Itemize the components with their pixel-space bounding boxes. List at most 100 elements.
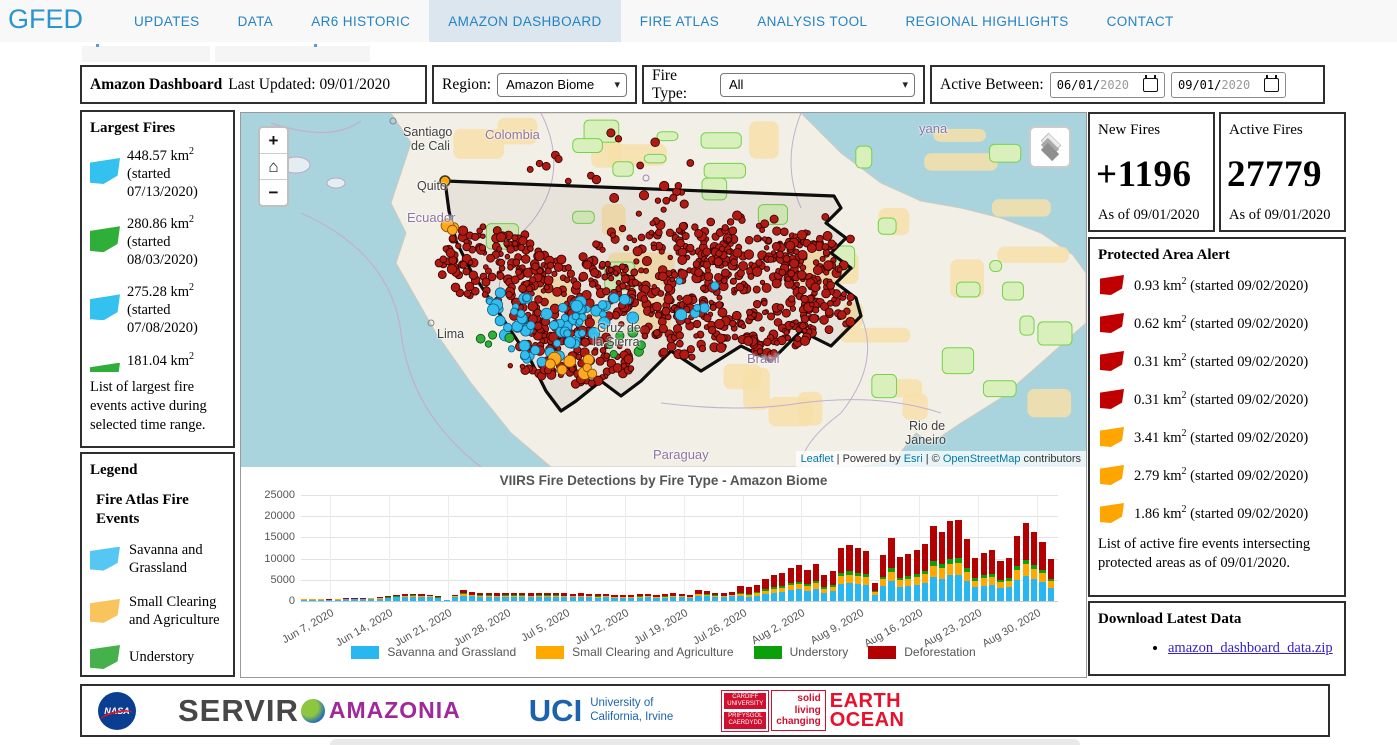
stacked-bar[interactable] — [586, 594, 592, 601]
stacked-bar[interactable] — [922, 544, 928, 601]
stacked-bar[interactable] — [1006, 558, 1012, 601]
stacked-bar[interactable] — [838, 548, 844, 601]
esri-link[interactable]: Esri — [904, 453, 923, 465]
stacked-bar[interactable] — [746, 587, 752, 601]
stacked-bar[interactable] — [301, 599, 307, 601]
stacked-bar[interactable] — [679, 594, 685, 601]
zoom-in-button[interactable]: + — [260, 128, 287, 154]
home-button[interactable]: ⌂ — [260, 154, 287, 180]
stacked-bar[interactable] — [788, 568, 794, 601]
stacked-bar[interactable] — [863, 551, 869, 601]
osm-link[interactable]: OpenStreetMap — [943, 453, 1021, 465]
stacked-bar[interactable] — [570, 594, 576, 601]
leaflet-link[interactable]: Leaflet — [801, 453, 834, 465]
stacked-bar[interactable] — [939, 532, 945, 602]
stacked-bar[interactable] — [754, 585, 760, 601]
stacked-bar[interactable] — [611, 595, 617, 601]
calendar-icon[interactable] — [1264, 78, 1279, 92]
stacked-bar[interactable] — [1023, 523, 1029, 601]
protected-area-list[interactable]: 0.93 km2 (started 09/02/2020)0.62 km2 (s… — [1090, 266, 1344, 529]
stacked-bar[interactable] — [544, 593, 550, 601]
stacked-bar[interactable] — [637, 594, 643, 601]
stacked-bar[interactable] — [469, 592, 475, 601]
fire-event-item[interactable]: 0.31 km2 (started 09/02/2020) — [1090, 380, 1344, 418]
stacked-bar[interactable] — [553, 593, 559, 601]
stacked-bar[interactable] — [444, 600, 450, 601]
nav-item-regional-highlights[interactable]: REGIONAL HIGHLIGHTS — [886, 0, 1087, 42]
stacked-bar[interactable] — [821, 575, 827, 601]
stacked-bar[interactable] — [1031, 532, 1037, 601]
fire-event-item[interactable]: 275.28 km2 (started 07/08/2020) — [82, 275, 233, 343]
fire-event-item[interactable]: 0.62 km2 (started 09/02/2020) — [1090, 304, 1344, 342]
stacked-bar[interactable] — [855, 548, 861, 601]
stacked-bar[interactable] — [779, 573, 785, 601]
fire-type-select[interactable]: All ▾ — [720, 73, 915, 97]
stacked-bar[interactable] — [477, 593, 483, 601]
stacked-bar[interactable] — [452, 595, 458, 601]
stacked-bar[interactable] — [872, 583, 878, 601]
stacked-bar[interactable] — [628, 595, 634, 601]
stacked-bar[interactable] — [687, 595, 693, 601]
start-date-input[interactable]: 06/01/2020 — [1050, 72, 1165, 98]
stacked-bar[interactable] — [368, 598, 374, 601]
fire-event-item[interactable]: 2.79 km2 (started 09/02/2020) — [1090, 456, 1344, 494]
stacked-bar[interactable] — [771, 575, 777, 601]
stacked-bar[interactable] — [930, 526, 936, 601]
nav-item-data[interactable]: DATA — [219, 0, 293, 42]
stacked-bar[interactable] — [511, 593, 517, 601]
end-date-input[interactable]: 09/01/2020 — [1171, 72, 1286, 98]
nav-item-ar6-historic[interactable]: AR6 HISTORIC — [292, 0, 429, 42]
stacked-bar[interactable] — [494, 593, 500, 601]
stacked-bar[interactable] — [595, 594, 601, 601]
stacked-bar[interactable] — [947, 521, 953, 601]
fire-event-item[interactable]: 3.41 km2 (started 09/02/2020) — [1090, 418, 1344, 456]
stacked-bar[interactable] — [846, 545, 852, 601]
fire-event-item[interactable]: 0.31 km2 (started 09/02/2020) — [1090, 342, 1344, 380]
stacked-bar[interactable] — [721, 593, 727, 601]
calendar-icon[interactable] — [1143, 78, 1158, 92]
stacked-bar[interactable] — [804, 570, 810, 601]
stacked-bar[interactable] — [519, 593, 525, 601]
stacked-bar[interactable] — [309, 599, 315, 601]
stacked-bar[interactable] — [1048, 559, 1054, 601]
stacked-bar[interactable] — [662, 594, 668, 601]
stacked-bar[interactable] — [914, 550, 920, 601]
stacked-bar[interactable] — [981, 553, 987, 601]
stacked-bar[interactable] — [561, 593, 567, 601]
stacked-bar[interactable] — [410, 594, 416, 601]
stacked-bar[interactable] — [830, 571, 836, 602]
stacked-bar[interactable] — [729, 592, 735, 601]
stacked-bar[interactable] — [460, 590, 466, 601]
nav-item-amazon-dashboard[interactable]: AMAZON DASHBOARD — [429, 0, 620, 42]
largest-fires-list[interactable]: 448.57 km2 (started 07/13/2020)280.86 km… — [82, 139, 233, 372]
stacked-bar[interactable] — [427, 595, 433, 601]
stacked-bar[interactable] — [813, 564, 819, 601]
nav-item-contact[interactable]: CONTACT — [1088, 0, 1193, 42]
stacked-bar[interactable] — [502, 593, 508, 601]
layers-control[interactable] — [1029, 126, 1071, 168]
stacked-bar[interactable] — [645, 594, 651, 601]
download-zip-link[interactable]: amazon_dashboard_data.zip — [1168, 640, 1333, 656]
stacked-bar[interactable] — [360, 598, 366, 601]
stacked-bar[interactable] — [393, 595, 399, 601]
fire-event-item[interactable]: 280.86 km2 (started 08/03/2020) — [82, 207, 233, 275]
gfed-logo[interactable]: GFED — [0, 0, 93, 42]
stacked-bar[interactable] — [972, 558, 978, 601]
stacked-bar[interactable] — [737, 586, 743, 601]
stacked-bar[interactable] — [704, 591, 710, 601]
stacked-bar[interactable] — [905, 554, 911, 601]
stacked-bar[interactable] — [997, 561, 1003, 601]
stacked-bar[interactable] — [435, 596, 441, 601]
fire-event-item[interactable]: 181.04 km2 — [82, 344, 233, 372]
stacked-bar[interactable] — [964, 539, 970, 601]
stacked-bar[interactable] — [955, 520, 961, 601]
stacked-bar[interactable] — [603, 594, 609, 601]
stacked-bar[interactable] — [1014, 536, 1020, 601]
nav-item-fire-atlas[interactable]: FIRE ATLAS — [621, 0, 739, 42]
stacked-bar[interactable] — [528, 593, 534, 601]
stacked-bar[interactable] — [418, 594, 424, 601]
map[interactable]: + ⌂ − Santiagode CaliColombiaQuitoEcuado… — [241, 113, 1086, 467]
stacked-bar[interactable] — [377, 597, 383, 601]
stacked-bar[interactable] — [335, 599, 341, 601]
stacked-bar[interactable] — [695, 590, 701, 601]
